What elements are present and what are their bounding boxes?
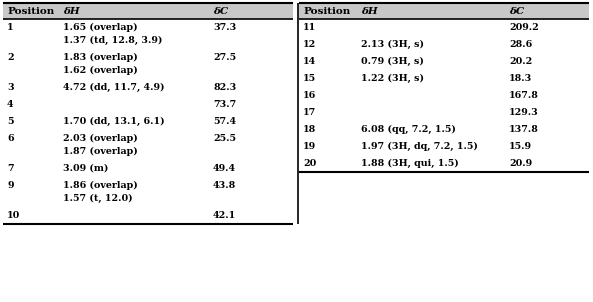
Text: 1.65 (overlap): 1.65 (overlap)	[63, 23, 138, 32]
Bar	[3, 207, 293, 224]
Text: 7: 7	[7, 164, 14, 173]
Bar	[299, 155, 589, 172]
Text: δC: δC	[509, 7, 524, 15]
Text: 5: 5	[7, 117, 14, 126]
Text: 2: 2	[7, 53, 14, 62]
Text: 1.83 (overlap): 1.83 (overlap)	[63, 53, 138, 62]
Text: 9: 9	[7, 181, 14, 190]
Text: 0.79 (3H, s): 0.79 (3H, s)	[361, 57, 424, 66]
Bar	[3, 49, 293, 79]
Text: 1.86 (overlap): 1.86 (overlap)	[63, 181, 138, 190]
Bar	[3, 177, 293, 207]
Text: 16: 16	[303, 91, 316, 100]
Text: 15: 15	[303, 74, 316, 83]
Text: 14: 14	[303, 57, 316, 66]
Bar	[3, 130, 293, 160]
Text: 1.70 (dd, 13.1, 6.1): 1.70 (dd, 13.1, 6.1)	[63, 117, 165, 126]
Bar	[299, 70, 589, 87]
Text: 20: 20	[303, 159, 316, 168]
Text: 129.3: 129.3	[509, 108, 539, 117]
Text: δH: δH	[361, 7, 378, 15]
Text: δC: δC	[213, 7, 228, 15]
Text: 82.3: 82.3	[213, 83, 236, 92]
Bar	[3, 96, 293, 113]
Bar	[3, 160, 293, 177]
Bar	[3, 79, 293, 96]
Text: 2.03 (overlap): 2.03 (overlap)	[63, 134, 138, 143]
Text: 43.8: 43.8	[213, 181, 236, 190]
Text: 3: 3	[7, 83, 14, 92]
Text: 137.8: 137.8	[509, 125, 539, 134]
Text: 1.62 (overlap): 1.62 (overlap)	[63, 66, 138, 75]
Text: 11: 11	[303, 23, 316, 32]
Text: 18.3: 18.3	[509, 74, 533, 83]
Text: 3.09 (m): 3.09 (m)	[63, 164, 109, 173]
Text: 20.2: 20.2	[509, 57, 533, 66]
Bar	[299, 36, 589, 53]
Text: 27.5: 27.5	[213, 53, 236, 62]
Text: 6: 6	[7, 134, 14, 143]
Text: 209.2: 209.2	[509, 23, 539, 32]
Text: 10: 10	[7, 211, 20, 220]
Bar	[3, 3, 293, 19]
Text: 167.8: 167.8	[509, 91, 539, 100]
Text: 1.97 (3H, dq, 7.2, 1.5): 1.97 (3H, dq, 7.2, 1.5)	[361, 142, 478, 151]
Text: 25.5: 25.5	[213, 134, 236, 143]
Bar	[299, 19, 589, 36]
Text: 4: 4	[7, 100, 14, 109]
Text: 73.7: 73.7	[213, 100, 236, 109]
Bar	[3, 19, 293, 49]
Text: 49.4: 49.4	[213, 164, 236, 173]
Text: 1.57 (t, 12.0): 1.57 (t, 12.0)	[63, 194, 133, 203]
Bar	[299, 53, 589, 70]
Bar	[299, 138, 589, 155]
Text: 37.3: 37.3	[213, 23, 236, 32]
Text: 6.08 (qq, 7.2, 1.5): 6.08 (qq, 7.2, 1.5)	[361, 125, 456, 134]
Text: Position: Position	[303, 7, 350, 15]
Text: 4.72 (dd, 11.7, 4.9): 4.72 (dd, 11.7, 4.9)	[63, 83, 164, 92]
Text: Position: Position	[7, 7, 54, 15]
Text: δH: δH	[63, 7, 79, 15]
Bar	[299, 87, 589, 104]
Text: 2.13 (3H, s): 2.13 (3H, s)	[361, 40, 424, 49]
Text: 18: 18	[303, 125, 316, 134]
Text: 19: 19	[303, 142, 316, 151]
Text: 57.4: 57.4	[213, 117, 236, 126]
Text: 28.6: 28.6	[509, 40, 533, 49]
Bar	[299, 3, 589, 19]
Text: 1.22 (3H, s): 1.22 (3H, s)	[361, 74, 424, 83]
Text: 1.88 (3H, qui, 1.5): 1.88 (3H, qui, 1.5)	[361, 159, 459, 168]
Text: 12: 12	[303, 40, 316, 49]
Bar	[3, 113, 293, 130]
Bar	[299, 104, 589, 121]
Text: 1.87 (overlap): 1.87 (overlap)	[63, 147, 138, 156]
Text: 1: 1	[7, 23, 14, 32]
Text: 15.9: 15.9	[509, 142, 532, 151]
Bar	[299, 121, 589, 138]
Text: 42.1: 42.1	[213, 211, 236, 220]
Text: 17: 17	[303, 108, 316, 117]
Text: 1.37 (td, 12.8, 3.9): 1.37 (td, 12.8, 3.9)	[63, 36, 162, 45]
Text: 20.9: 20.9	[509, 159, 532, 168]
